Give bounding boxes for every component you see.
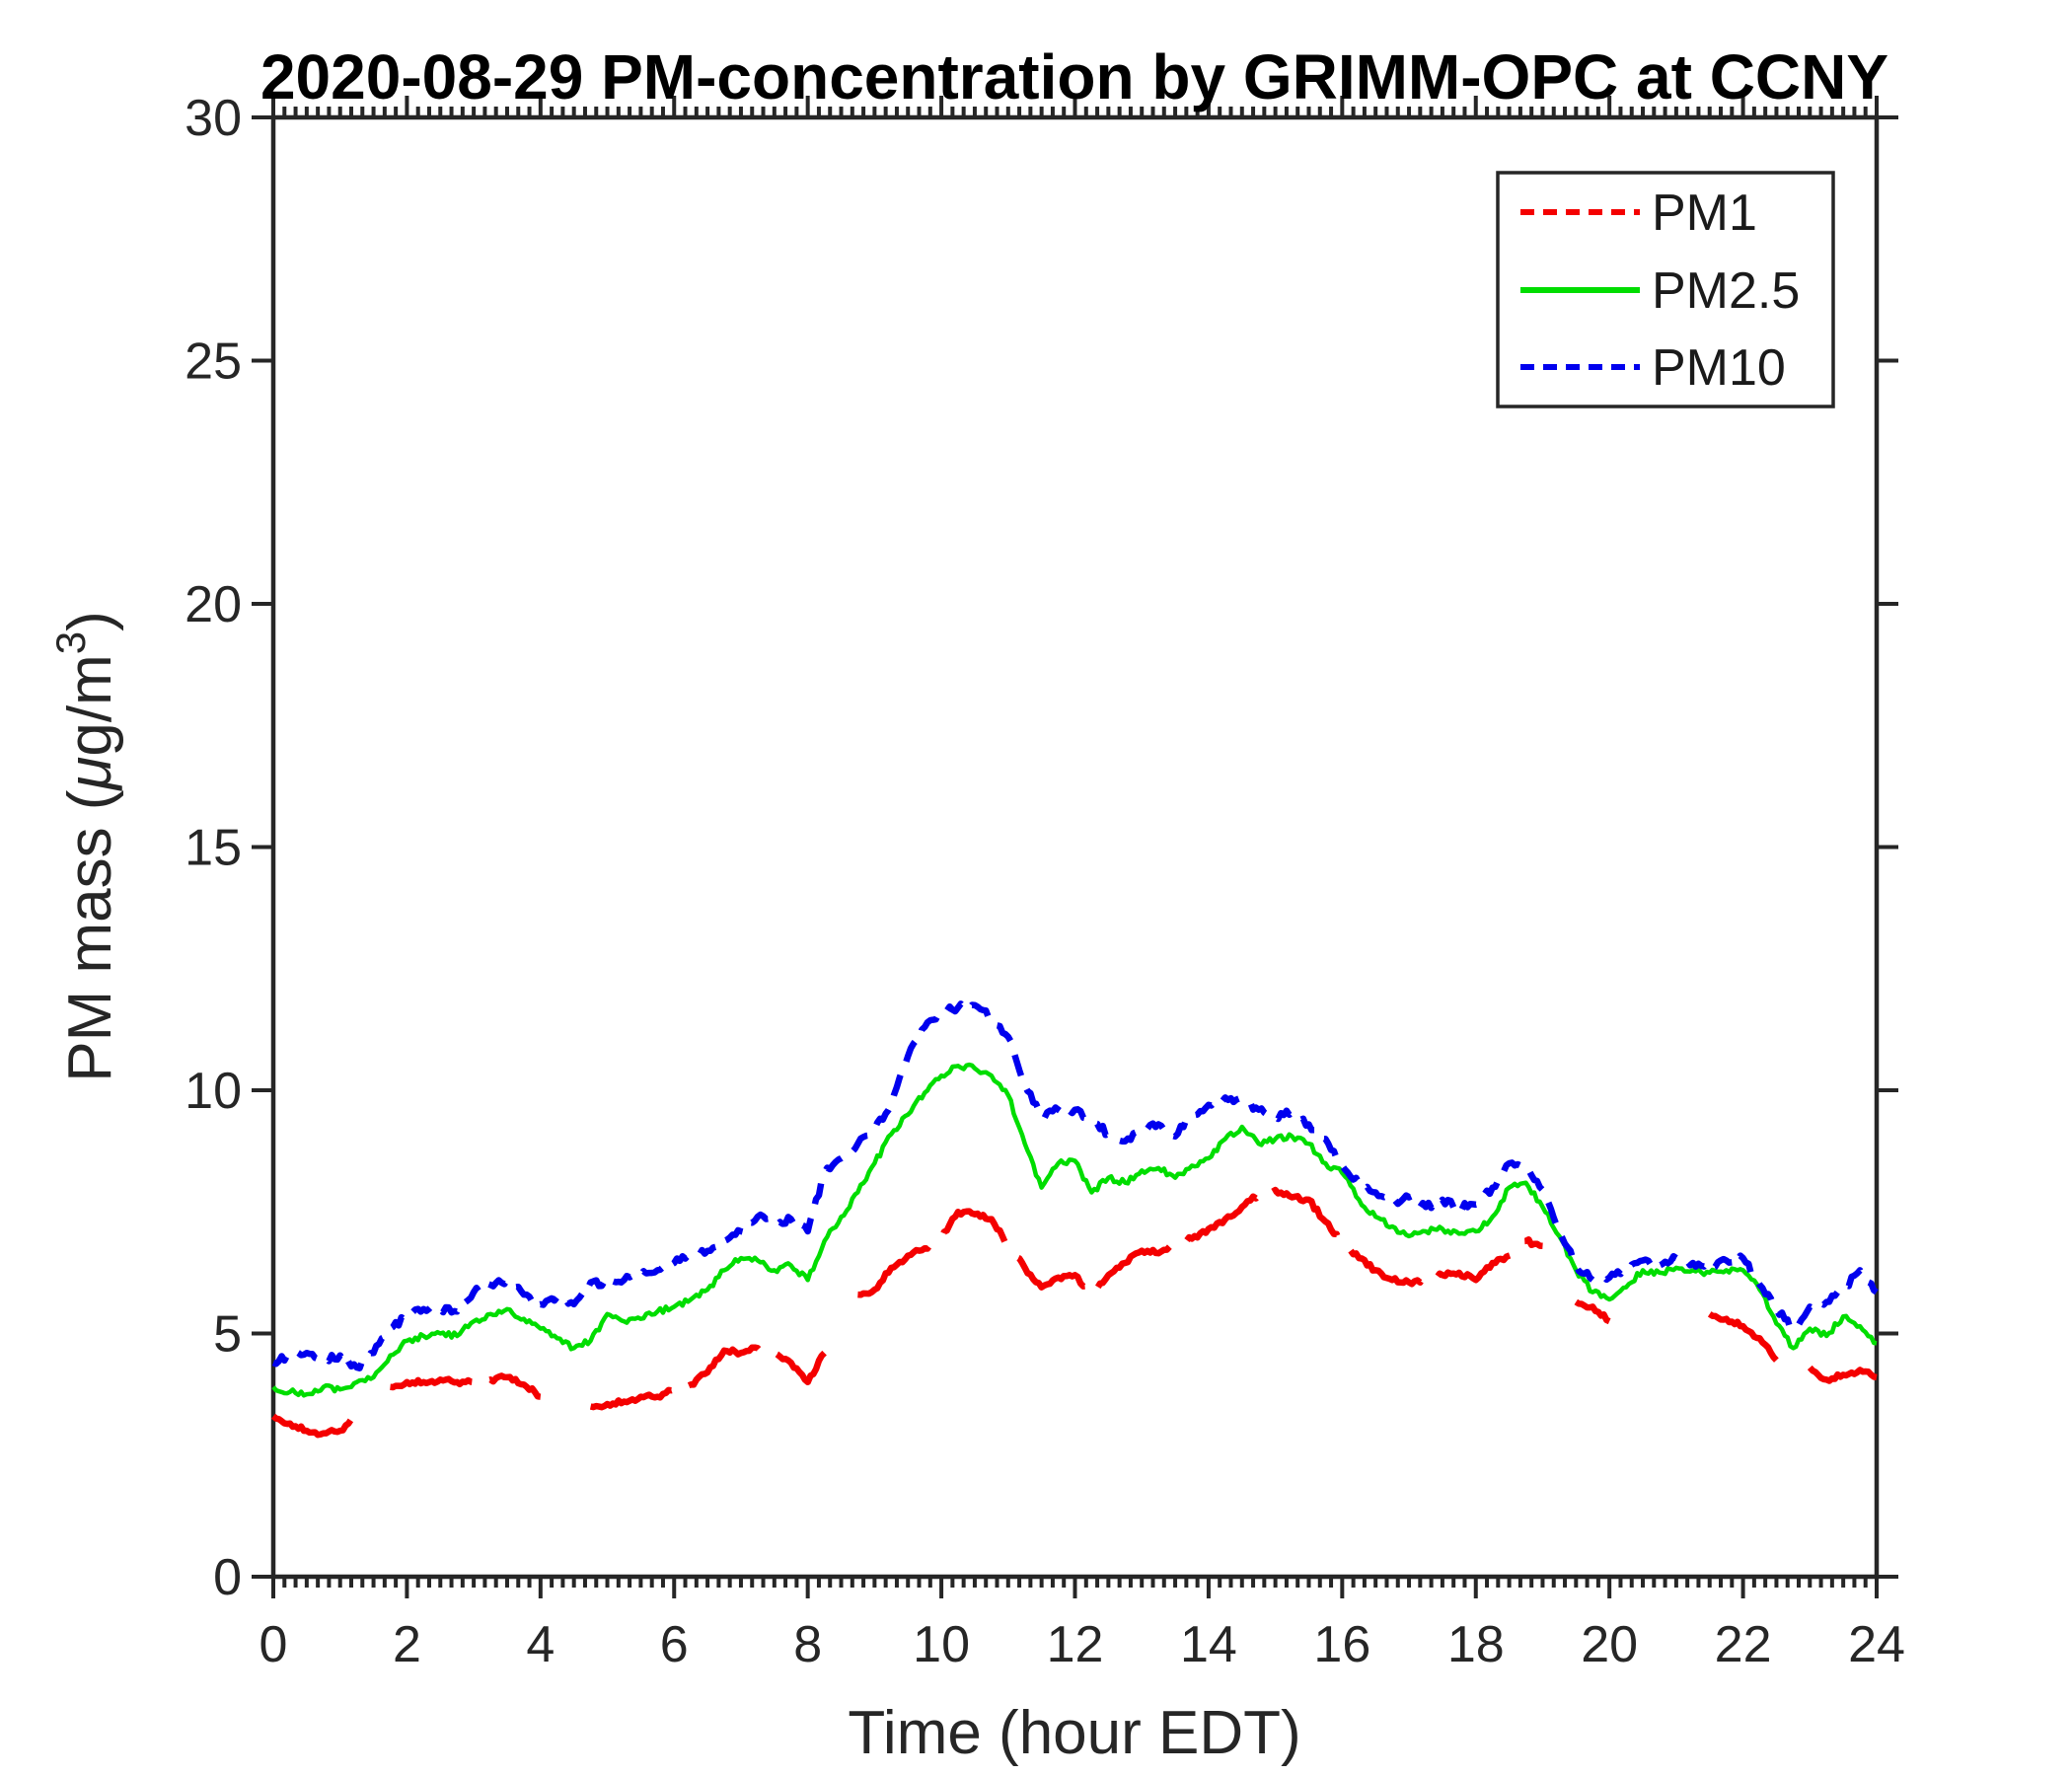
- x-tick-label: 2: [393, 1616, 421, 1673]
- legend-label-pm1: PM1: [1652, 185, 1757, 242]
- series: [270, 1000, 1879, 1439]
- y-tick-label: 0: [213, 1549, 242, 1606]
- chart-title: 2020-08-29 PM-concentration by GRIMM-OPC…: [260, 41, 1888, 112]
- y-tick-label: 30: [185, 90, 242, 147]
- y-tick-label: 25: [185, 333, 242, 391]
- x-tick-label: 0: [259, 1616, 288, 1673]
- series-pm10-line: [271, 1000, 1879, 1371]
- y-tick-label: 10: [185, 1063, 242, 1120]
- x-tick-label: 22: [1715, 1616, 1772, 1673]
- legend-label-pm10: PM10: [1652, 339, 1786, 397]
- x-axis-label: Time (hour EDT): [848, 1699, 1300, 1767]
- x-tick-label: 20: [1581, 1616, 1638, 1673]
- y-axis-label-superscript: 3: [47, 631, 94, 654]
- y-axis-label-close: ): [56, 611, 124, 631]
- series-pm25-line: [271, 1062, 1878, 1398]
- x-tick-label: 18: [1447, 1616, 1505, 1673]
- legend-box: PM1 PM2.5 PM10: [1496, 171, 1835, 408]
- legend-label-pm25: PM2.5: [1652, 262, 1800, 320]
- x-tick-label: 8: [793, 1616, 822, 1673]
- mu-symbol: μ: [56, 757, 124, 792]
- series-pm1-line: [270, 1186, 1878, 1439]
- legend-item-pm25: PM2.5: [1520, 262, 1800, 320]
- y-axis-label-pre: PM mass (: [56, 789, 124, 1082]
- x-tick-label: 10: [913, 1616, 970, 1673]
- plot-frame: [270, 114, 1880, 1580]
- x-tick-label: 6: [660, 1616, 689, 1673]
- legend-item-pm1: PM1: [1520, 185, 1757, 242]
- y-axis-label-mid: g/m: [56, 654, 124, 756]
- y-tick-label: 5: [213, 1306, 242, 1364]
- x-tick-label: 16: [1313, 1616, 1370, 1673]
- x-tick-label: 4: [526, 1616, 555, 1673]
- x-tick-label: 12: [1047, 1616, 1104, 1673]
- legend-item-pm10: PM10: [1520, 339, 1786, 397]
- x-tick-label: 14: [1180, 1616, 1237, 1673]
- y-tick-label: 15: [185, 820, 242, 877]
- y-axis-label: PM mass (μg/m3): [47, 611, 124, 1082]
- x-tick-label: 24: [1848, 1616, 1905, 1673]
- y-tick-label: 20: [185, 576, 242, 633]
